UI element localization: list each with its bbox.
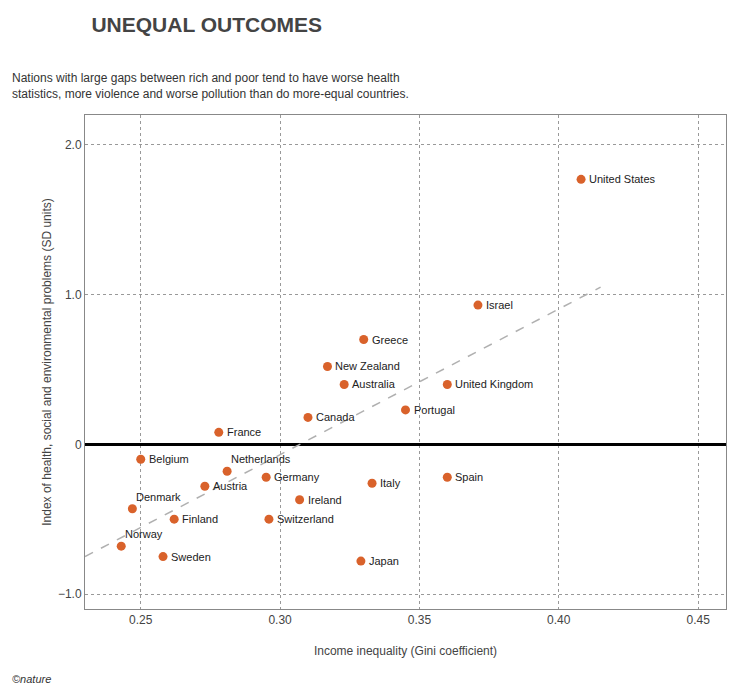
svg-text:Switzerland: Switzerland	[277, 513, 334, 525]
svg-text:Greece: Greece	[372, 334, 408, 346]
svg-text:Germany: Germany	[274, 471, 320, 483]
svg-text:Japan: Japan	[369, 555, 399, 567]
svg-text:Portugal: Portugal	[414, 404, 455, 416]
svg-text:Australia: Australia	[352, 378, 396, 390]
svg-text:Norway: Norway	[125, 528, 163, 540]
svg-text:Belgium: Belgium	[149, 453, 189, 465]
svg-text:©nature: ©nature	[12, 673, 51, 685]
svg-text:Denmark: Denmark	[136, 491, 181, 503]
svg-text:Italy: Italy	[380, 477, 401, 489]
svg-text:1.0: 1.0	[65, 288, 82, 302]
svg-text:Ireland: Ireland	[308, 494, 342, 506]
svg-text:Spain: Spain	[455, 471, 483, 483]
svg-text:Index of health, social and en: Index of health, social and environmenta…	[40, 198, 54, 526]
svg-text:United States: United States	[589, 173, 656, 185]
svg-text:0.35: 0.35	[408, 613, 432, 627]
svg-text:Israel: Israel	[486, 299, 513, 311]
svg-text:Netherlands: Netherlands	[231, 453, 291, 465]
svg-text:United Kingdom: United Kingdom	[455, 378, 533, 390]
svg-text:Finland: Finland	[182, 513, 218, 525]
svg-text:0.25: 0.25	[129, 613, 153, 627]
svg-text:0: 0	[75, 438, 82, 452]
svg-text:0.30: 0.30	[268, 613, 292, 627]
svg-text:Nations with large gaps betwee: Nations with large gaps between rich and…	[12, 71, 409, 101]
svg-text:Sweden: Sweden	[171, 551, 211, 563]
svg-text:France: France	[227, 426, 261, 438]
svg-text:Austria: Austria	[213, 480, 248, 492]
svg-text:UNEQUAL OUTCOMES: UNEQUAL OUTCOMES	[91, 13, 322, 36]
svg-text:−1.0: −1.0	[58, 587, 82, 601]
svg-text:New Zealand: New Zealand	[335, 360, 400, 372]
svg-text:0.45: 0.45	[686, 613, 710, 627]
svg-text:Income inequality (Gini coeffi: Income inequality (Gini coefficient)	[314, 644, 497, 658]
svg-text:Canada: Canada	[316, 411, 355, 423]
svg-text:2.0: 2.0	[65, 138, 82, 152]
svg-text:0.40: 0.40	[547, 613, 571, 627]
